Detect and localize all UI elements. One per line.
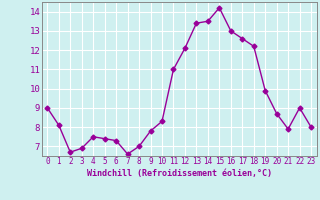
X-axis label: Windchill (Refroidissement éolien,°C): Windchill (Refroidissement éolien,°C) [87,169,272,178]
